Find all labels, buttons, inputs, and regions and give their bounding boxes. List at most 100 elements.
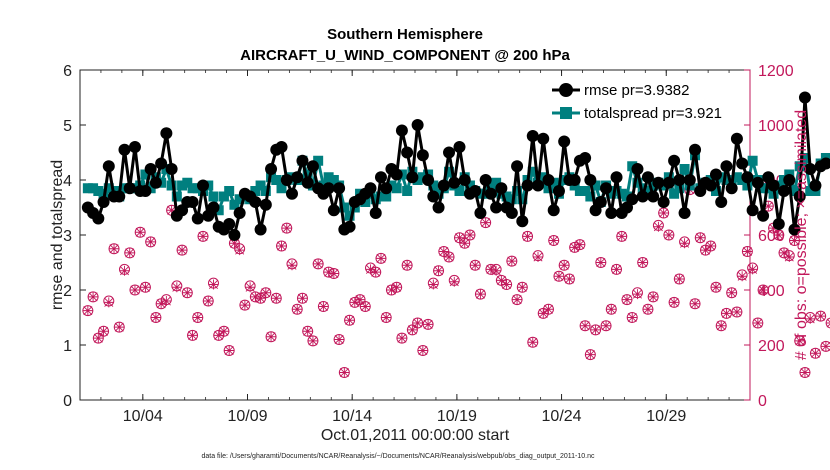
obs-assimilated-point <box>632 289 643 300</box>
y-axis-right-label: # of obs: o=possible; ×=assimilated <box>793 110 810 360</box>
y-left-tick-label: 0 <box>63 393 72 410</box>
rmse-point <box>683 174 696 186</box>
obs-assimilated-point <box>407 324 418 335</box>
obs-assimilated-point <box>794 335 805 346</box>
obs-assimilated-point <box>689 298 701 309</box>
rmse-point <box>265 163 278 175</box>
rmse-point <box>291 171 304 184</box>
totalspread-point <box>632 177 643 188</box>
rmse-point <box>92 212 105 225</box>
y-left-tick-label: 4 <box>63 173 72 190</box>
rmse-point <box>678 207 691 219</box>
totalspread-point <box>402 186 413 196</box>
rmse-point <box>343 220 356 233</box>
rmse-point <box>422 174 435 186</box>
rmse-point <box>490 201 503 214</box>
totalspread-point <box>234 194 245 205</box>
totalspread-point <box>794 161 805 172</box>
rmse-point <box>97 196 110 208</box>
totalspread-point <box>464 180 475 191</box>
obs-assimilated-point <box>637 257 648 268</box>
rmse-point <box>511 160 524 173</box>
obs-assimilated-point <box>491 265 502 276</box>
totalspread-point <box>103 183 114 194</box>
totalspread-point <box>328 175 339 185</box>
obs-assimilated-point <box>161 295 172 307</box>
obs-assimilated-point <box>815 311 826 322</box>
obs-assimilated-point <box>653 221 664 232</box>
rmse-point <box>730 132 743 145</box>
obs-assimilated-point <box>386 284 397 296</box>
rmse-point <box>793 190 806 203</box>
totalspread-point <box>710 186 721 196</box>
obs-assimilated-point <box>428 279 439 290</box>
rmse-point <box>568 174 581 186</box>
rmse-point <box>725 182 738 195</box>
totalspread-point <box>527 166 538 177</box>
obs-assimilated-point <box>417 345 428 356</box>
obs-assimilated-point <box>512 294 523 305</box>
data-file-footnote: data file: /Users/gharamti/Documents/NCA… <box>201 453 595 460</box>
obs-assimilated-point <box>276 240 287 252</box>
obs-assimilated-point <box>778 247 790 258</box>
obs-assimilated-point <box>695 232 706 243</box>
obs-assimilated-point <box>323 267 334 278</box>
rmse-point <box>526 130 539 142</box>
rmse-point <box>547 204 560 217</box>
totalspread-point <box>485 180 496 191</box>
rmse-point <box>406 171 419 184</box>
obs-assimilated-point <box>527 337 538 348</box>
obs-assimilated-point <box>271 293 282 304</box>
rmse-point <box>736 157 749 170</box>
totalspread-point <box>669 188 680 199</box>
obs-assimilated-point <box>250 291 261 302</box>
obs-assimilated-point <box>475 289 486 300</box>
obs-assimilated-point <box>375 253 387 264</box>
rmse-point <box>647 190 660 203</box>
obs-assimilated-point <box>679 238 690 249</box>
obs-assimilated-point <box>805 313 816 324</box>
rmse-point <box>458 174 471 186</box>
rmse-point <box>186 196 199 208</box>
rmse-point <box>191 212 204 225</box>
obs-assimilated-point <box>648 291 659 302</box>
obs-assimilated-point <box>203 295 214 307</box>
totalspread-point <box>171 191 182 202</box>
rmse-point <box>652 176 665 189</box>
rmse-point <box>118 143 131 156</box>
rmse-point <box>809 179 822 192</box>
rmse-point <box>113 190 126 203</box>
rmse-point <box>285 187 298 200</box>
rmse-point <box>605 207 618 219</box>
obs-assimilated-point <box>585 349 596 360</box>
y-left-tick-label: 1 <box>63 338 72 355</box>
totalspread-point <box>799 153 810 163</box>
totalspread-point <box>517 194 528 205</box>
legend: rmse pr=3.9382 totalspread pr=3.921 <box>552 82 722 122</box>
rmse-point <box>380 182 393 195</box>
rmse-point <box>374 171 387 184</box>
rmse-point <box>594 196 607 208</box>
rmse-point <box>401 146 414 159</box>
totalspread-point <box>747 155 758 166</box>
rmse-point <box>657 196 670 208</box>
rmse-point <box>427 190 440 203</box>
rmse-point <box>296 154 309 167</box>
rmse-point <box>165 163 178 175</box>
legend-rmse-marker <box>559 83 573 97</box>
obs-assimilated-point <box>266 331 277 342</box>
obs-assimilated-point <box>135 227 146 238</box>
obs-assimilated-point <box>569 242 580 253</box>
x-tick-label: 10/19 <box>437 408 477 425</box>
obs-assimilated-point <box>616 231 627 242</box>
legend-rmse-label: rmse pr=3.9382 <box>584 82 689 99</box>
y-right-tick-label: 0 <box>758 393 767 410</box>
rmse-series <box>81 91 830 241</box>
legend-entry-totalspread: totalspread pr=3.921 <box>552 105 722 122</box>
totalspread-point <box>590 180 601 191</box>
rmse-point <box>542 174 555 186</box>
rmse-point <box>275 141 288 153</box>
obs-assimilated-point <box>747 264 758 275</box>
rmse-point <box>783 174 796 186</box>
